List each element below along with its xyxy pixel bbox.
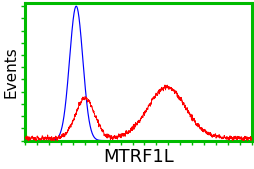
Y-axis label: Events: Events [4,46,18,98]
X-axis label: MTRF1L: MTRF1L [103,148,173,165]
